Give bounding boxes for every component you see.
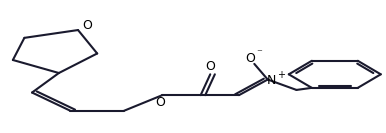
Text: N: N bbox=[267, 74, 276, 87]
Text: O: O bbox=[156, 96, 165, 109]
Text: O: O bbox=[245, 51, 255, 65]
Text: +: + bbox=[277, 70, 285, 80]
Text: O: O bbox=[83, 19, 93, 32]
Text: O: O bbox=[205, 60, 215, 73]
Text: ⁻: ⁻ bbox=[256, 48, 262, 59]
